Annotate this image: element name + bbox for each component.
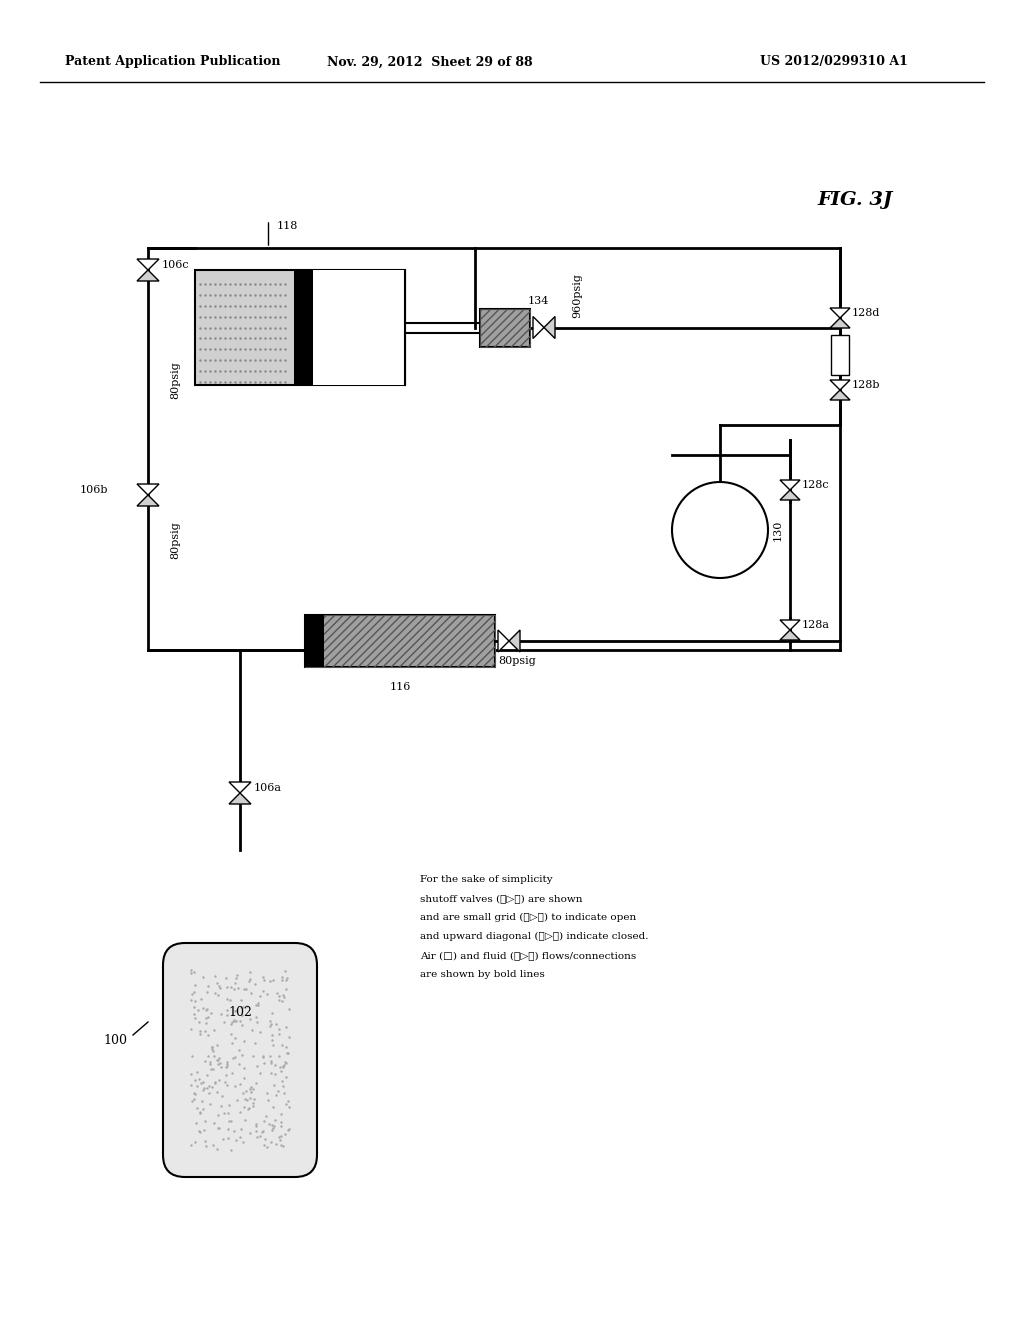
Polygon shape xyxy=(780,490,800,500)
Text: 100: 100 xyxy=(103,1034,127,1047)
Polygon shape xyxy=(229,781,251,793)
Text: FIG. 3J: FIG. 3J xyxy=(817,191,893,209)
Text: 106b: 106b xyxy=(80,484,108,495)
Bar xyxy=(480,309,530,346)
Bar xyxy=(312,271,406,385)
Text: 130: 130 xyxy=(773,519,783,541)
Text: 80psig: 80psig xyxy=(498,656,536,667)
Circle shape xyxy=(672,482,768,578)
Text: 134: 134 xyxy=(527,296,549,305)
Polygon shape xyxy=(498,630,509,652)
Polygon shape xyxy=(534,317,544,338)
Text: shutoff valves (⊳▷⊲) are shown: shutoff valves (⊳▷⊲) are shown xyxy=(420,894,583,903)
Polygon shape xyxy=(780,620,800,630)
Text: 80psig: 80psig xyxy=(170,362,180,399)
Bar xyxy=(480,309,530,346)
Text: Nov. 29, 2012  Sheet 29 of 88: Nov. 29, 2012 Sheet 29 of 88 xyxy=(328,55,532,69)
Text: 106a: 106a xyxy=(254,783,282,793)
Text: and upward diagonal (⊳▷⊲) indicate closed.: and upward diagonal (⊳▷⊲) indicate close… xyxy=(420,932,648,941)
Text: 118: 118 xyxy=(276,220,298,231)
Bar xyxy=(831,335,849,375)
Text: 128a: 128a xyxy=(802,620,830,630)
Polygon shape xyxy=(137,271,159,281)
Polygon shape xyxy=(830,389,850,400)
Text: 960psig: 960psig xyxy=(572,273,582,318)
Polygon shape xyxy=(780,630,800,640)
Text: 102: 102 xyxy=(228,1006,252,1019)
Bar xyxy=(294,271,312,385)
Bar xyxy=(195,271,406,385)
Polygon shape xyxy=(509,630,520,652)
Text: 128b: 128b xyxy=(852,380,881,389)
Text: 106c: 106c xyxy=(162,260,189,271)
Text: 128d: 128d xyxy=(852,308,881,318)
Bar xyxy=(305,615,495,667)
FancyBboxPatch shape xyxy=(163,942,317,1177)
Polygon shape xyxy=(137,259,159,271)
Polygon shape xyxy=(229,793,251,804)
Bar xyxy=(305,615,495,667)
Polygon shape xyxy=(137,484,159,495)
Polygon shape xyxy=(830,318,850,327)
Polygon shape xyxy=(830,380,850,389)
Text: 80psig: 80psig xyxy=(170,521,180,558)
Text: 128c: 128c xyxy=(802,480,829,490)
Text: 116: 116 xyxy=(389,682,411,692)
Text: Air (□) and fluid (⊳▷⊲) flows/connections: Air (□) and fluid (⊳▷⊲) flows/connection… xyxy=(420,950,636,960)
Polygon shape xyxy=(137,495,159,506)
Text: US 2012/0299310 A1: US 2012/0299310 A1 xyxy=(760,55,908,69)
Text: For the sake of simplicity: For the sake of simplicity xyxy=(420,875,553,884)
Text: and are small grid (⊳▷⊲) to indicate open: and are small grid (⊳▷⊲) to indicate ope… xyxy=(420,913,636,923)
Polygon shape xyxy=(780,480,800,490)
Text: are shown by bold lines: are shown by bold lines xyxy=(420,970,545,979)
Polygon shape xyxy=(830,308,850,318)
Text: Patent Application Publication: Patent Application Publication xyxy=(65,55,281,69)
Bar xyxy=(305,615,324,667)
Polygon shape xyxy=(544,317,555,338)
